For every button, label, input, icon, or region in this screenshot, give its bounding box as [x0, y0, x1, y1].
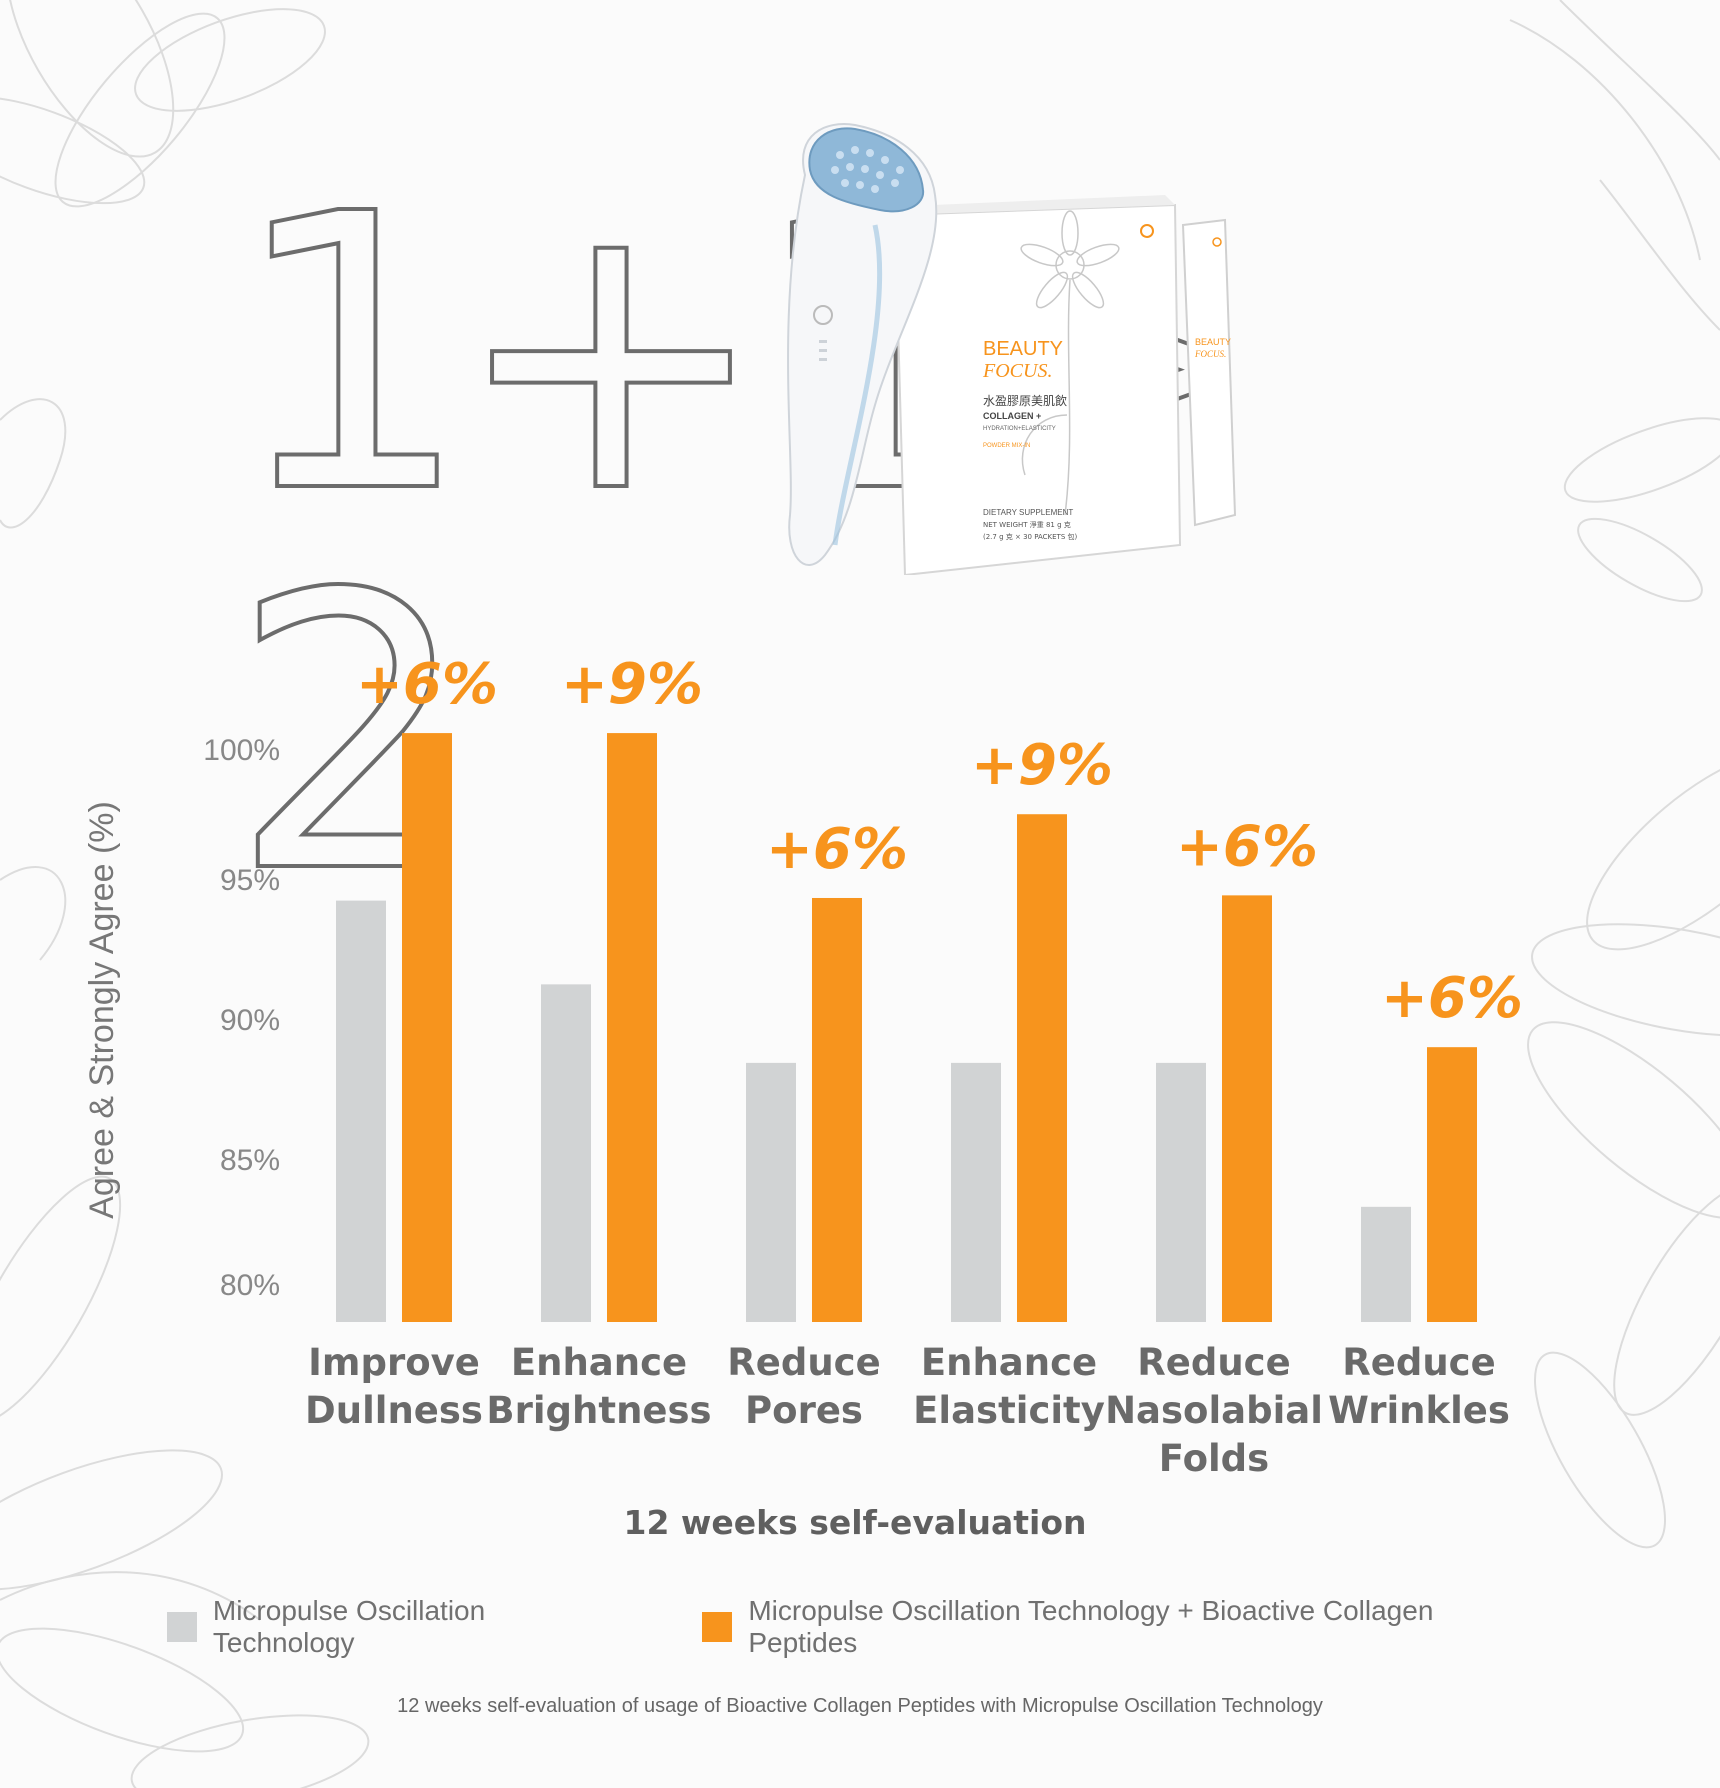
legend-swatch-grey [167, 1612, 197, 1642]
category-label: Reduce Nasolabial Folds [1105, 1341, 1323, 1480]
bar-orange [1222, 895, 1272, 1322]
flower-right [1527, 749, 1720, 1549]
headline-plus: + [450, 133, 772, 576]
box-flower-icon [1020, 210, 1120, 516]
bar-grey [1361, 1206, 1411, 1322]
difference-label: +9% [561, 652, 703, 717]
bar-orange [1427, 1047, 1477, 1322]
box-logo-icon [1140, 224, 1154, 238]
category-label: Improve Dullness [305, 1341, 483, 1432]
category-label: Enhance Brightness [486, 1341, 711, 1432]
bar-chart: Agree & Strongly Agree (%) 80% 85% 90% 95% 1… [83, 652, 1523, 1480]
bar-grey [1156, 1062, 1206, 1322]
sachet-brand-line1: BEAUTY [1195, 337, 1231, 347]
bar-orange [607, 733, 657, 1322]
box-sub-name: HYDRATION+ELASTICITY [983, 426, 1056, 432]
bar-orange [1017, 814, 1067, 1322]
difference-label: +6% [766, 817, 908, 882]
product-illustration: BEAUTY FOCUS. 水盈膠原美肌飲 COLLAGEN + HYDRATI… [787, 123, 1237, 575]
y-tick-label: 100% [203, 734, 280, 767]
y-axis-label: Agree & Strongly Agree (%) [83, 801, 121, 1219]
sachet-brand-line2: FOCUS. [1194, 349, 1226, 359]
collagen-box: BEAUTY FOCUS. 水盈膠原美肌飲 COLLAGEN + HYDRATI… [885, 195, 1182, 575]
category-label: Reduce Pores [727, 1341, 880, 1432]
bar-grey [541, 984, 591, 1322]
box-net-weight: NET WEIGHT 淨重 81 g 克 [983, 520, 1071, 529]
y-tick-label: 80% [220, 1269, 280, 1302]
box-chinese-name: 水盈膠原美肌飲 [983, 393, 1067, 408]
legend-label-grey: Micropulse Oscillation Technology [212, 1595, 486, 1658]
difference-label: +6% [1176, 814, 1318, 879]
device-indicator-lights [819, 340, 827, 361]
box-supplement-label: DIETARY SUPPLEMENT [983, 508, 1073, 517]
bar-orange [402, 733, 452, 1322]
flower-bottom-left [0, 1175, 370, 1788]
box-brand-line1: BEAUTY [983, 338, 1063, 360]
legend-swatch-orange [702, 1612, 733, 1642]
legend-item-orange: Micropulse Oscillation Technology + Bioa… [702, 1595, 1547, 1659]
flower-top-right [1509, 0, 1720, 603]
category-label: Enhance Elasticity [913, 1341, 1105, 1432]
micropulse-device [787, 123, 938, 566]
device-logo-icon [813, 305, 833, 325]
box-mix-label: POWDER MIX-IN [983, 443, 1030, 449]
headline-one-a: 1 [228, 133, 474, 576]
difference-label: +6% [356, 652, 498, 717]
device-bristles-icon [831, 146, 904, 193]
x-axis-label: 12 weeks self-evaluation [623, 1503, 1087, 1542]
box-packets: (2.7 g 克 × 30 PACKETS 包) [983, 532, 1077, 541]
legend: Micropulse Oscillation Technology Microp… [167, 1595, 1617, 1659]
bar-orange [812, 897, 862, 1322]
y-tick-label: 95% [220, 864, 280, 897]
bar-grey [336, 900, 386, 1322]
box-brand-line2: FOCUS. [982, 360, 1052, 382]
box-product-name: COLLAGEN + [983, 411, 1041, 421]
legend-item-grey: Micropulse Oscillation Technology [167, 1595, 632, 1659]
difference-annotations: +6% +9% +6% +9% +6% +6% [356, 652, 1523, 1031]
y-axis-ticks: 80% 85% 90% 95% 100% [203, 734, 280, 1302]
y-tick-label: 90% [220, 1004, 280, 1037]
flower-left [0, 398, 67, 961]
footnote: 12 weeks self-evaluation of usage of Bio… [397, 1695, 1323, 1717]
difference-label: +6% [1381, 966, 1523, 1031]
legend-label-orange: Micropulse Oscillation Technology + Bioa… [748, 1595, 1434, 1658]
difference-label: +9% [971, 733, 1113, 798]
bar-grey [746, 1062, 796, 1322]
y-tick-label: 85% [220, 1144, 280, 1177]
category-label: Reduce Wrinkles [1328, 1341, 1510, 1432]
bar-grey [951, 1062, 1001, 1322]
collagen-sachet: BEAUTY FOCUS. [1181, 218, 1237, 527]
bars [336, 733, 1477, 1322]
